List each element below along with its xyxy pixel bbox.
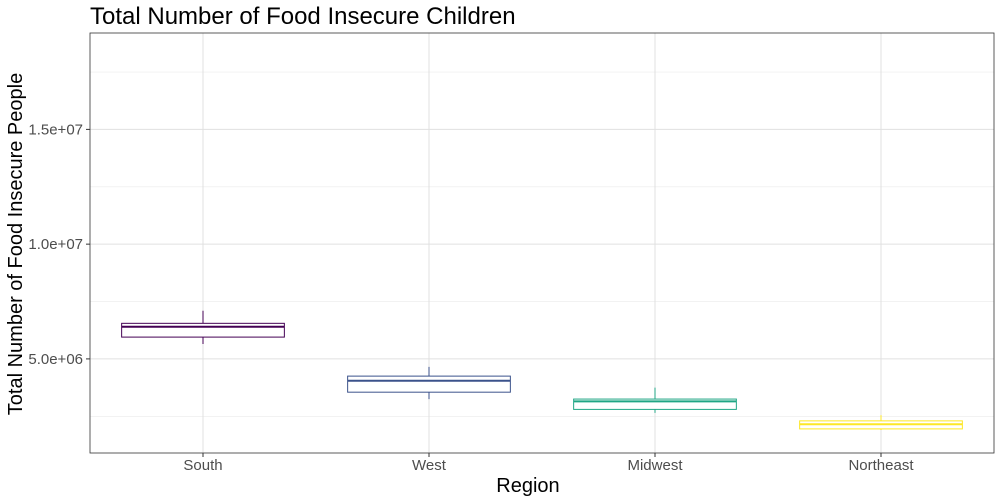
box-northeast bbox=[799, 415, 963, 431]
y-tick-label: 5.0e+06 bbox=[28, 351, 83, 368]
axis-layer: 5.0e+06 1.0e+07 1.5e+07 South West Midwest Nor… bbox=[28, 121, 914, 474]
y-tick-label: 1.0e+07 bbox=[28, 236, 83, 253]
box-body bbox=[347, 375, 511, 393]
plot-panel bbox=[90, 33, 994, 453]
y-axis-title: Total Number of Food Insecure People bbox=[5, 73, 27, 415]
x-tick-label: South bbox=[183, 457, 222, 474]
gridlines bbox=[90, 33, 994, 453]
plot-border bbox=[89, 32, 995, 454]
box-midwest bbox=[573, 387, 737, 413]
box-layer bbox=[121, 310, 963, 431]
x-tick-label: Northeast bbox=[848, 457, 914, 474]
box-body bbox=[121, 322, 285, 338]
chart-title: Total Number of Food Insecure Children bbox=[90, 3, 516, 30]
y-tick-label: 1.5e+07 bbox=[28, 121, 83, 138]
box-south bbox=[121, 310, 285, 344]
box-body bbox=[573, 398, 737, 410]
box-west bbox=[347, 366, 511, 400]
x-axis-title: Region bbox=[496, 475, 559, 497]
x-tick-label: West bbox=[412, 457, 447, 474]
x-tick-label: Midwest bbox=[627, 457, 683, 474]
